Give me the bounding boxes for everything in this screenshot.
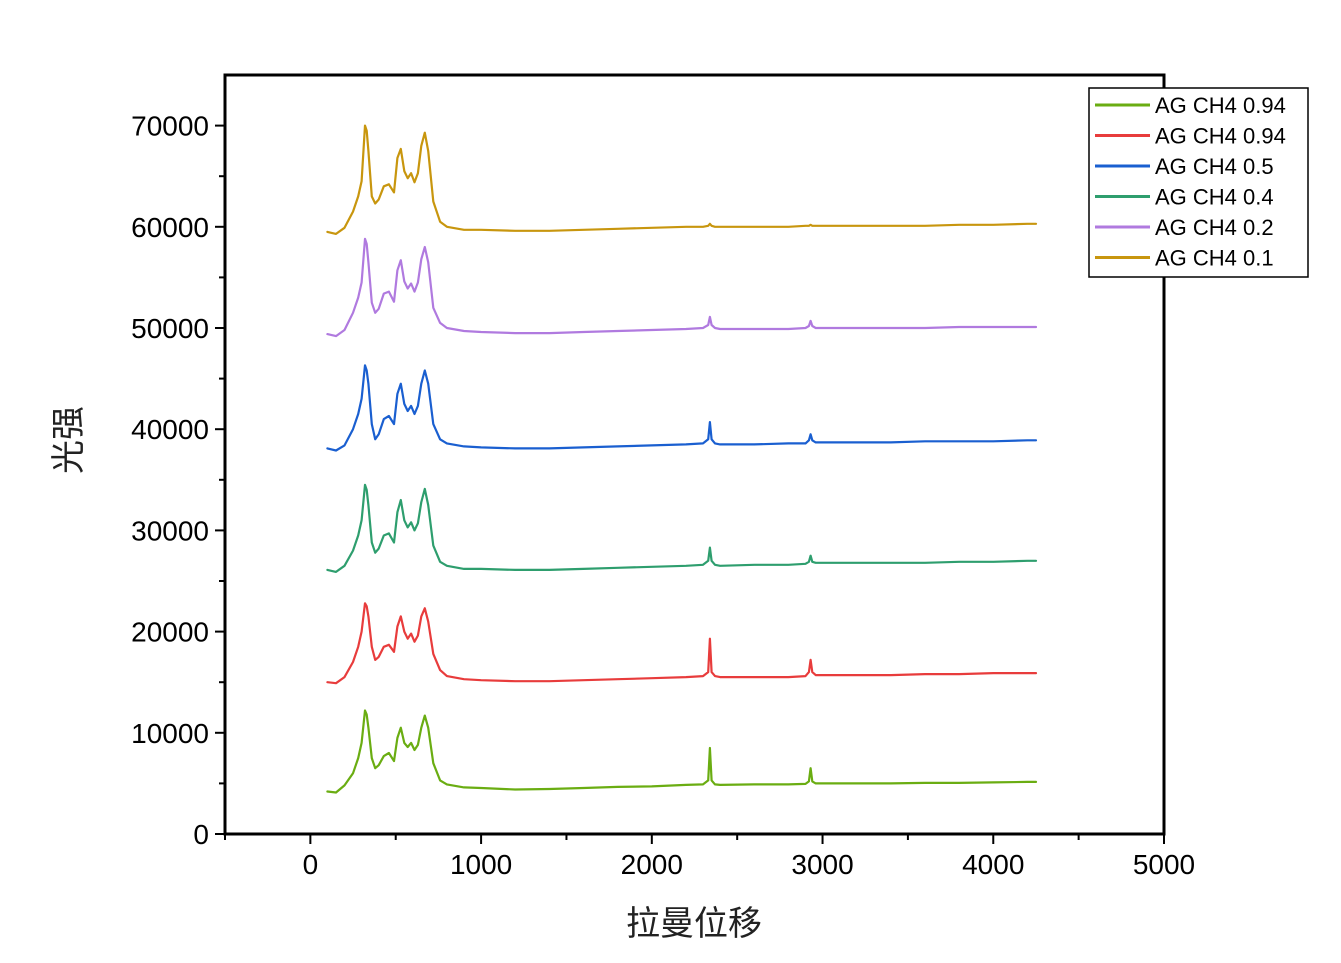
x-tick-label-0: 0 <box>303 849 319 880</box>
legend-items: AG CH4 0.94 AG CH4 0.94 AG CH4 0.5 AG CH4 0… <box>1095 93 1286 271</box>
legend-entry-5: AG CH4 0.1 <box>1095 246 1274 271</box>
series-line-5 <box>326 124 1038 235</box>
plot-frame <box>223 73 1166 836</box>
legend: AG CH4 0.94 AG CH4 0.94 AG CH4 0.5 AG CH4 0… <box>1088 87 1309 278</box>
x-tick-label-3: 3000 <box>791 849 853 880</box>
series-line-3 <box>326 483 1038 573</box>
x-tick-label-1: 1000 <box>450 849 512 880</box>
x-tick-label-2: 2000 <box>621 849 683 880</box>
y-tick-label-6: 60000 <box>131 212 209 243</box>
y-tick-label-1: 10000 <box>131 718 209 749</box>
x-tick-label-5: 5000 <box>1133 849 1195 880</box>
legend-entry-4: AG CH4 0.2 <box>1095 215 1274 240</box>
legend-label-3: AG CH4 0.4 <box>1155 185 1274 210</box>
legend-entry-1: AG CH4 0.94 <box>1095 124 1286 149</box>
y-tick-label-2: 20000 <box>131 617 209 648</box>
x-tick-label-4: 4000 <box>962 849 1024 880</box>
series-layer <box>326 124 1038 794</box>
y-tick-label-7: 70000 <box>131 111 209 142</box>
y-tick-label-3: 30000 <box>131 515 209 546</box>
legend-box <box>1088 87 1309 278</box>
tick-labels-layer: 0 1000 2000 3000 4000 50000100002000030000400… <box>131 111 1195 880</box>
series-line-1 <box>326 602 1038 685</box>
legend-label-0: AG CH4 0.94 <box>1155 93 1286 118</box>
series-line-4 <box>326 237 1038 338</box>
legend-label-1: AG CH4 0.94 <box>1155 124 1286 149</box>
y-tick-label-4: 40000 <box>131 414 209 445</box>
legend-label-4: AG CH4 0.2 <box>1155 215 1274 240</box>
legend-label-5: AG CH4 0.1 <box>1155 246 1274 271</box>
y-axis-title: 光强 <box>49 406 89 474</box>
legend-label-2: AG CH4 0.5 <box>1155 154 1274 179</box>
ticks-layer <box>215 124 1165 844</box>
legend-entry-2: AG CH4 0.5 <box>1095 154 1274 179</box>
legend-entry-0: AG CH4 0.94 <box>1095 93 1286 118</box>
series-line-0 <box>326 709 1038 794</box>
legend-entry-3: AG CH4 0.4 <box>1095 185 1274 210</box>
x-axis-title: 拉曼位移 <box>626 904 762 944</box>
y-tick-label-5: 50000 <box>131 313 209 344</box>
series-line-2 <box>326 364 1038 452</box>
y-tick-label-0: 0 <box>193 819 209 850</box>
